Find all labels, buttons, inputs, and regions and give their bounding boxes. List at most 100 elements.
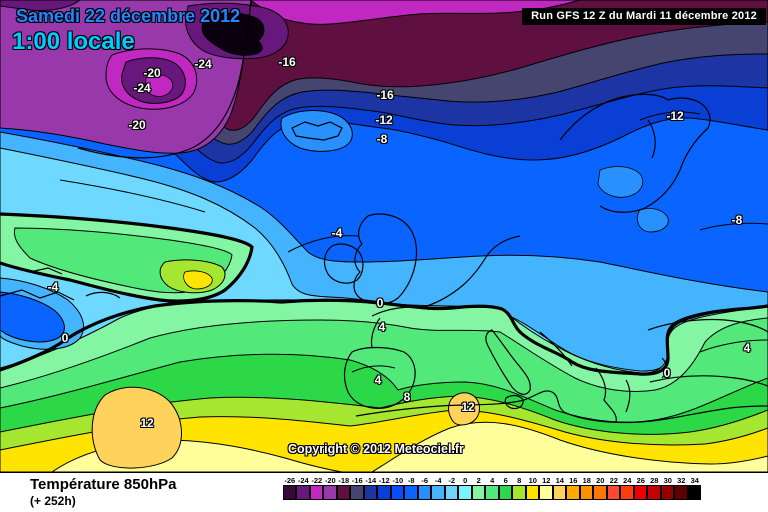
- scale-value: -16: [351, 476, 363, 485]
- scale-cell: -8: [404, 476, 419, 500]
- scale-cell: 6: [498, 476, 513, 500]
- scale-cell: 16: [566, 476, 581, 500]
- temperature-map: -20 -24 -24 -16 -20 -16 -12 -8 -12 -8 -4 -4 0 0 0 4 4 4 8 1…: [0, 0, 768, 473]
- regional-pockets: [280, 110, 669, 233]
- scale-cell: 24: [620, 476, 635, 500]
- scale-value: -24: [297, 476, 309, 485]
- scale-swatch: [579, 485, 593, 500]
- scale-swatch: [512, 485, 526, 500]
- scale-value: 18: [582, 476, 591, 485]
- scale-swatch: [431, 485, 445, 500]
- scale-cell: 14: [552, 476, 567, 500]
- scale-swatch: [458, 485, 472, 500]
- forecast-offset: (+ 252h): [30, 494, 76, 508]
- scale-swatch: [674, 485, 688, 500]
- scale-cell: 20: [593, 476, 608, 500]
- scale-cell: -10: [390, 476, 405, 500]
- scale-swatch: [296, 485, 310, 500]
- scale-swatch: [647, 485, 661, 500]
- scale-swatch: [687, 485, 701, 500]
- newfoundland-cold-pocket: [0, 277, 84, 350]
- scale-value: 28: [650, 476, 659, 485]
- scale-value: 30: [663, 476, 672, 485]
- scale-cell: -16: [350, 476, 365, 500]
- extra-contour-lines: [59, 111, 768, 373]
- scale-swatch: [620, 485, 634, 500]
- scale-swatch: [633, 485, 647, 500]
- scale-cell: 18: [579, 476, 594, 500]
- forecast-date: Samedi 22 décembre 2012: [16, 6, 241, 26]
- model-run-info: Run GFS 12 Z du Mardi 11 décembre 2012: [522, 8, 766, 25]
- scale-cell: 4: [485, 476, 500, 500]
- scale-cell: -6: [417, 476, 432, 500]
- scale-cell: -26: [282, 476, 297, 500]
- scale-value: -2: [448, 476, 456, 485]
- scale-value: -18: [338, 476, 350, 485]
- scale-cell: 34: [687, 476, 702, 500]
- temperature-color-scale: -26 -24 -22 -20 -18 -16 -14 -12 -10 -8 -6 -4 -2 0 2 4 6 8…: [282, 476, 702, 500]
- scale-cell: -4: [431, 476, 446, 500]
- scale-cell: -14: [363, 476, 378, 500]
- scale-swatch: [525, 485, 539, 500]
- scale-swatch: [282, 485, 296, 500]
- scale-swatch: [593, 485, 607, 500]
- scale-value: -8: [407, 476, 415, 485]
- scale-swatch: [485, 485, 499, 500]
- scale-swatch: [309, 485, 323, 500]
- scale-cell: 12: [539, 476, 554, 500]
- map-footer: Température 850hPa (+ 252h) -26 -24 -22 -20…: [0, 473, 768, 512]
- scale-value: -12: [378, 476, 390, 485]
- scale-value: 10: [528, 476, 537, 485]
- scale-swatch: [390, 485, 404, 500]
- scale-value: -6: [421, 476, 429, 485]
- scale-cell: 10: [525, 476, 540, 500]
- scale-value: 24: [623, 476, 632, 485]
- scale-value: 20: [596, 476, 605, 485]
- scale-cell: 0: [458, 476, 473, 500]
- zero-isotherm: [0, 212, 768, 376]
- scale-swatch: [552, 485, 566, 500]
- scale-value: 6: [503, 476, 508, 485]
- scale-swatch: [377, 485, 391, 500]
- scale-cell: -2: [444, 476, 459, 500]
- scale-cell: 30: [660, 476, 675, 500]
- scale-cell: -12: [377, 476, 392, 500]
- scale-cell: 22: [606, 476, 621, 500]
- scale-value: 34: [690, 476, 699, 485]
- scale-value: 22: [609, 476, 618, 485]
- coastlines: [0, 0, 768, 424]
- scale-value: 2: [476, 476, 481, 485]
- scale-value: -14: [365, 476, 377, 485]
- scale-cell: 8: [512, 476, 527, 500]
- scale-swatch: [444, 485, 458, 500]
- scale-cell: 28: [647, 476, 662, 500]
- scale-swatch: [498, 485, 512, 500]
- scale-cell: -20: [323, 476, 338, 500]
- scale-swatch: [566, 485, 580, 500]
- scale-value: 0: [463, 476, 468, 485]
- scale-value: -4: [434, 476, 442, 485]
- scale-swatch: [350, 485, 364, 500]
- scale-cell: 26: [633, 476, 648, 500]
- scale-swatch: [363, 485, 377, 500]
- scale-value: -26: [284, 476, 296, 485]
- scale-swatch: [417, 485, 431, 500]
- scale-swatch: [606, 485, 620, 500]
- scale-value: 16: [569, 476, 578, 485]
- scale-swatch: [323, 485, 337, 500]
- scale-cell: 2: [471, 476, 486, 500]
- scale-value: 32: [677, 476, 686, 485]
- scale-cell: 32: [674, 476, 689, 500]
- scale-value: -10: [392, 476, 404, 485]
- scale-value: -20: [324, 476, 336, 485]
- scale-cell: -18: [336, 476, 351, 500]
- scale-value: 4: [490, 476, 495, 485]
- scale-swatch: [471, 485, 485, 500]
- scale-swatch: [336, 485, 350, 500]
- scale-cell: -24: [296, 476, 311, 500]
- scale-swatch: [404, 485, 418, 500]
- scale-value: 8: [517, 476, 522, 485]
- map-canvas: [0, 0, 768, 472]
- copyright-notice: Copyright © 2012 Meteociel.fr: [288, 442, 464, 456]
